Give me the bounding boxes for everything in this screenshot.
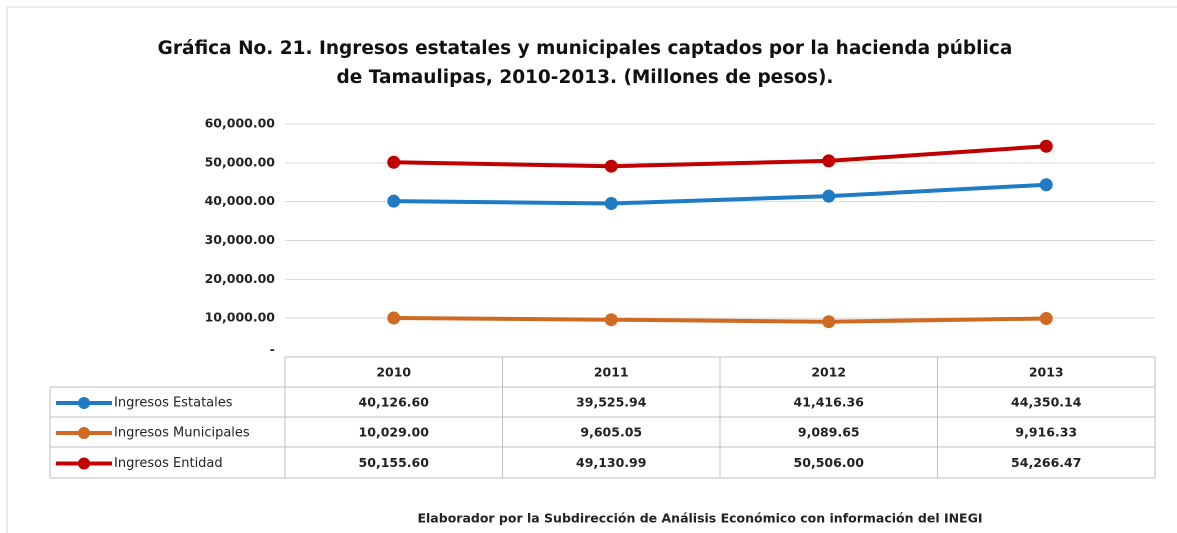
- series-marker: [387, 194, 401, 208]
- table-value: 9,089.65: [798, 425, 860, 440]
- series-marker: [604, 159, 618, 173]
- x-tick-label: 2010: [376, 365, 411, 380]
- series-marker: [387, 311, 401, 325]
- series-marker: [822, 154, 836, 168]
- series-marker: [387, 155, 401, 169]
- legend-marker: [78, 427, 90, 439]
- series-marker: [822, 189, 836, 203]
- y-tick-label: 10,000.00: [205, 310, 276, 325]
- series-line: [393, 144, 1047, 169]
- legend-label: Ingresos Municipales: [114, 426, 250, 441]
- y-tick-label: 60,000.00: [205, 116, 276, 131]
- legend-marker: [78, 397, 90, 409]
- series-marker: [1039, 311, 1053, 325]
- chart-title: Gráfica No. 21. Ingresos estatales y mun…: [157, 38, 1013, 88]
- x-tick-label: 2013: [1029, 365, 1064, 380]
- y-tick-label: -: [270, 342, 275, 357]
- chart-border: [6, 6, 1177, 533]
- series-marker: [604, 313, 618, 327]
- legend-label: Ingresos Entidad: [114, 456, 223, 471]
- table-value: 49,130.99: [576, 455, 646, 470]
- legend-label: Ingresos Estatales: [114, 396, 233, 411]
- table-value: 39,525.94: [576, 395, 647, 410]
- y-tick-label: 20,000.00: [205, 271, 276, 286]
- table-value: 54,266.47: [1011, 455, 1081, 470]
- y-tick-label: 50,000.00: [205, 154, 276, 169]
- table-value: 10,029.00: [359, 425, 430, 440]
- y-tick-label: 40,000.00: [205, 193, 276, 208]
- table-value: 40,126.60: [359, 395, 430, 410]
- table-value: 9,605.05: [580, 425, 642, 440]
- table-value: 44,350.14: [1011, 395, 1082, 410]
- legend-marker: [78, 457, 90, 470]
- series-line: [393, 182, 1047, 206]
- x-tick-label: 2012: [811, 365, 846, 380]
- series-marker: [604, 197, 618, 211]
- source-note: Elaborador por la Subdirección de Anális…: [417, 511, 982, 526]
- x-tick-label: 2011: [594, 365, 629, 380]
- table-value: 50,506.00: [794, 455, 865, 470]
- y-tick-label: 30,000.00: [205, 232, 276, 247]
- series-marker: [1039, 178, 1053, 192]
- series-marker: [822, 315, 836, 329]
- table-value: 50,155.60: [359, 455, 430, 470]
- series-line: [393, 316, 1047, 324]
- series-marker: [1039, 139, 1053, 153]
- table-value: 9,916.33: [1015, 425, 1077, 440]
- table-value: 41,416.36: [794, 395, 865, 410]
